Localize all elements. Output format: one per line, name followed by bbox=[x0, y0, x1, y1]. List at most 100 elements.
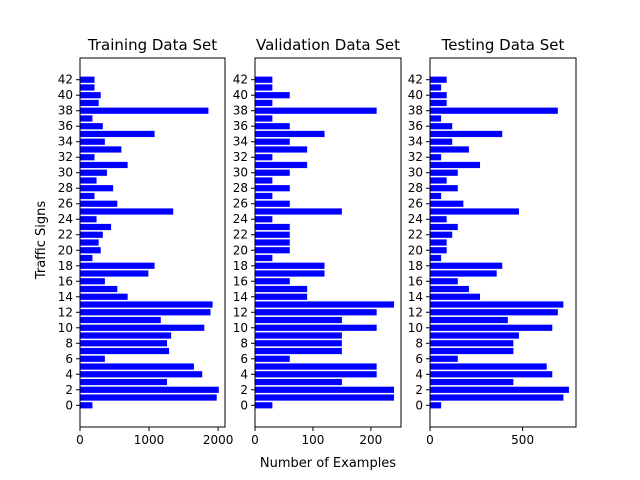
y-tick-label: 6 bbox=[65, 352, 73, 366]
y-tick-label: 36 bbox=[408, 119, 423, 133]
bar-sign-36 bbox=[255, 123, 290, 130]
bar-sign-16 bbox=[430, 278, 458, 285]
bar-sign-40 bbox=[430, 92, 447, 99]
y-tick-label: 0 bbox=[65, 398, 73, 412]
y-tick-label: 8 bbox=[415, 336, 423, 350]
x-tick-label: 100 bbox=[301, 433, 324, 447]
y-tick-label: 16 bbox=[58, 274, 73, 288]
y-tick-label: 24 bbox=[408, 212, 423, 226]
bar-sign-17 bbox=[255, 270, 325, 277]
y-tick-label: 24 bbox=[58, 212, 73, 226]
bar-sign-26 bbox=[430, 200, 464, 207]
bar-sign-3 bbox=[80, 378, 167, 386]
bar-sign-38 bbox=[430, 107, 558, 114]
bar-sign-7 bbox=[430, 347, 514, 355]
y-tick-label: 32 bbox=[233, 150, 248, 164]
y-tick-label: 12 bbox=[233, 305, 248, 319]
bar-sign-10 bbox=[255, 324, 377, 331]
bar-sign-33 bbox=[255, 146, 308, 153]
y-tick-label: 38 bbox=[408, 104, 423, 118]
y-tick-label: 8 bbox=[240, 336, 248, 350]
bar-sign-27 bbox=[430, 192, 442, 200]
bar-sign-32 bbox=[80, 154, 95, 161]
y-tick-label: 14 bbox=[233, 290, 248, 304]
bar-sign-30 bbox=[255, 169, 290, 176]
bar-sign-37 bbox=[80, 115, 93, 122]
bar-sign-13 bbox=[430, 301, 564, 308]
bar-sign-4 bbox=[255, 371, 377, 378]
bar-sign-23 bbox=[255, 223, 290, 231]
bar-sign-41 bbox=[430, 84, 442, 91]
y-tick-label: 0 bbox=[415, 398, 423, 412]
figure-y-axis-label: Traffic Signs bbox=[34, 201, 49, 281]
bar-sign-25 bbox=[255, 208, 342, 215]
y-tick-label: 26 bbox=[408, 197, 423, 211]
bar-sign-16 bbox=[255, 278, 290, 285]
y-tick-label: 6 bbox=[240, 352, 248, 366]
bar-sign-27 bbox=[80, 192, 95, 200]
y-tick-label: 18 bbox=[408, 259, 423, 273]
y-tick-label: 28 bbox=[58, 181, 73, 195]
bar-sign-1 bbox=[255, 394, 395, 401]
x-tick-label: 500 bbox=[511, 433, 534, 447]
y-tick-label: 2 bbox=[65, 383, 73, 397]
bar-sign-15 bbox=[255, 285, 308, 293]
bar-sign-0 bbox=[80, 402, 93, 409]
x-tick-label: 0 bbox=[426, 433, 434, 447]
bar-sign-34 bbox=[80, 138, 105, 145]
bar-sign-12 bbox=[255, 309, 377, 316]
bar-sign-40 bbox=[80, 92, 101, 99]
y-tick-label: 42 bbox=[408, 73, 423, 87]
bar-sign-7 bbox=[80, 347, 170, 355]
panel-title: Validation Data Set bbox=[256, 36, 400, 54]
y-tick-label: 34 bbox=[233, 135, 248, 149]
bar-sign-29 bbox=[80, 177, 97, 184]
x-tick-label: 200 bbox=[359, 433, 382, 447]
y-tick-label: 22 bbox=[58, 228, 73, 242]
bar-sign-17 bbox=[430, 270, 497, 277]
y-tick-label: 34 bbox=[58, 135, 73, 149]
bar-sign-9 bbox=[80, 332, 172, 339]
bar-sign-15 bbox=[80, 285, 118, 293]
y-tick-label: 30 bbox=[58, 166, 73, 180]
bar-sign-32 bbox=[255, 154, 273, 161]
bar-sign-33 bbox=[80, 146, 122, 153]
bar-sign-38 bbox=[80, 107, 209, 114]
y-tick-label: 12 bbox=[58, 305, 73, 319]
bar-sign-30 bbox=[80, 169, 107, 176]
axes-frame bbox=[79, 57, 226, 428]
bar-sign-25 bbox=[430, 208, 519, 215]
bar-sign-42 bbox=[80, 76, 95, 83]
bar-sign-9 bbox=[255, 332, 342, 339]
y-tick-label: 4 bbox=[65, 367, 73, 381]
bar-sign-9 bbox=[430, 332, 519, 339]
y-tick-label: 14 bbox=[58, 290, 73, 304]
bar-sign-28 bbox=[255, 185, 290, 192]
y-tick-label: 2 bbox=[415, 383, 423, 397]
bar-sign-18 bbox=[430, 262, 503, 269]
y-tick-label: 42 bbox=[58, 73, 73, 87]
bar-sign-17 bbox=[80, 270, 149, 277]
y-tick-label: 2 bbox=[240, 383, 248, 397]
bar-sign-25 bbox=[80, 208, 174, 215]
y-tick-label: 24 bbox=[233, 212, 248, 226]
bar-sign-15 bbox=[430, 285, 469, 293]
y-tick-label: 20 bbox=[233, 243, 248, 257]
bar-sign-1 bbox=[430, 394, 564, 401]
bar-sign-4 bbox=[430, 371, 553, 378]
y-tick-label: 14 bbox=[408, 290, 423, 304]
bar-sign-27 bbox=[255, 192, 273, 200]
training-panel: 0 1000 20000246810121416182022242628303234… bbox=[58, 36, 234, 447]
testing-panel: 0 500024681012141618202224262830323436384… bbox=[408, 36, 577, 447]
bar-sign-37 bbox=[430, 115, 442, 122]
bar-sign-42 bbox=[255, 76, 273, 83]
bar-sign-40 bbox=[255, 92, 290, 99]
y-tick-label: 10 bbox=[408, 321, 423, 335]
bar-sign-24 bbox=[80, 216, 97, 223]
bar-sign-31 bbox=[430, 161, 481, 169]
y-tick-label: 16 bbox=[408, 274, 423, 288]
bar-sign-8 bbox=[80, 340, 167, 347]
y-tick-label: 32 bbox=[408, 150, 423, 164]
bar-sign-19 bbox=[430, 254, 442, 262]
